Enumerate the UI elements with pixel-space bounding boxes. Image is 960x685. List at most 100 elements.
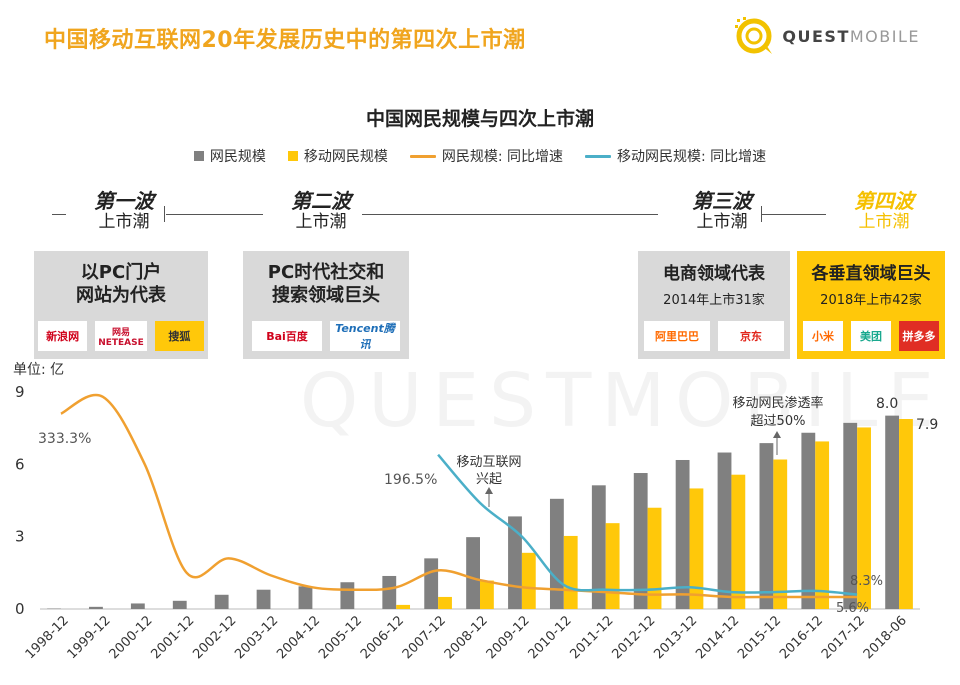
wave-timeline: 第一波 上市潮 第二波 上市潮 第三波 上市潮 第四波 上市潮	[0, 190, 960, 245]
bar-mobile	[438, 596, 452, 609]
wave-2-card: PC时代社交和 搜索领域巨头 Bai百度 Tencent腾讯	[243, 251, 409, 359]
bar-mobile	[857, 427, 871, 609]
bar-internet	[549, 498, 564, 609]
card-title-line: PC时代社交和	[267, 262, 385, 283]
legend-swatch-orange	[409, 154, 436, 158]
pinduoduo-logo: 拼多多	[899, 321, 939, 351]
x-tick-label: 2005-12	[316, 613, 365, 662]
bar-internet	[424, 558, 439, 609]
tencent-logo: Tencent腾讯	[330, 321, 400, 351]
bar-internet	[89, 606, 103, 609]
x-tick-label: 2003-12	[232, 613, 281, 662]
bar-internet	[130, 603, 145, 609]
bar-internet	[885, 415, 900, 609]
bar-internet	[591, 485, 606, 609]
x-tick-label: 2006-12	[358, 613, 407, 662]
bar-internet	[633, 473, 648, 609]
legend-swatch-grey	[193, 151, 204, 161]
data-label-mobile-growth-start: 196.5%	[384, 472, 437, 488]
bar-mobile	[396, 604, 411, 609]
card-title-line: 网站为代表	[76, 285, 166, 307]
annotation-penetration: 移动网民渗透率	[732, 395, 823, 411]
legend-swatch-blue	[585, 154, 611, 158]
x-tick-label: 2007-12	[400, 613, 449, 662]
x-tick-label: 2017-12	[819, 613, 868, 662]
x-tick-label: 2018-06	[861, 613, 910, 662]
legend-item-mobile-growth: 移动网民规模: 同比增速	[585, 146, 766, 166]
bar-mobile	[647, 507, 662, 609]
timeline-line	[166, 214, 263, 215]
card-title-line: 电商领域代表	[663, 264, 765, 284]
x-tick-label: 2009-12	[484, 613, 533, 662]
page-title: 中国移动互联网20年发展历史中的第四次上市潮	[44, 28, 526, 53]
x-tick-label: 2001-12	[148, 613, 197, 662]
legend-swatch-yellow	[287, 151, 298, 161]
data-label-internet-last: 8.0	[876, 396, 898, 412]
legend-label: 网民规模: 同比增速	[441, 149, 563, 165]
wave-4: 第四波 上市潮	[854, 189, 914, 232]
x-tick-label: 2011-12	[568, 613, 617, 662]
bar-internet	[801, 432, 816, 609]
bar-internet	[675, 459, 690, 609]
card-title-line: 搜索领域巨头	[272, 285, 380, 307]
card-subtitle: 2014年上市31家	[663, 293, 765, 309]
card-title-line: 各垂直领域巨头	[811, 264, 931, 284]
y-axis-unit-label: 单位: 亿	[13, 362, 64, 378]
bar-mobile	[815, 441, 830, 609]
wave-1-card: 以PC门户 网站为代表 新浪网 网易 NETEASE 搜狐	[34, 251, 208, 359]
netease-logo: 网易 NETEASE	[95, 321, 147, 351]
timeline-line	[762, 214, 826, 215]
legend-item-mobile: 移动网民规模	[287, 146, 388, 166]
line-internet-growth	[60, 393, 858, 599]
bar-mobile	[563, 535, 578, 609]
y-tick-label: 9	[15, 383, 25, 401]
timeline-tick	[761, 206, 762, 222]
data-label-mobile-growth-end: 8.3%	[850, 574, 883, 589]
questmobile-logo-icon	[735, 17, 773, 54]
x-tick-label: 2016-12	[777, 613, 826, 662]
xiaomi-logo: 小米	[803, 321, 843, 351]
bar-mobile	[731, 474, 746, 609]
bar-internet	[759, 443, 774, 609]
bar-mobile	[899, 419, 913, 609]
legend-item-internet-growth: 网民规模: 同比增速	[409, 146, 563, 166]
y-tick-label: 6	[15, 455, 25, 473]
x-tick-label: 1998-12	[23, 613, 72, 662]
annotation-arrow-head	[773, 431, 781, 438]
jd-logo: 京东	[718, 321, 784, 351]
legend-label: 网民规模	[209, 149, 266, 165]
chart-title: 中国网民规模与四次上市潮	[365, 108, 594, 130]
baidu-logo: Bai百度	[252, 321, 322, 351]
bar-mobile	[773, 459, 788, 609]
brand-name: QUESTMOBILE	[782, 26, 920, 46]
x-tick-label: 2000-12	[107, 613, 156, 662]
x-tick-label: 2002-12	[190, 613, 239, 662]
x-tick-label: 1999-12	[65, 613, 114, 662]
annotation-mobile-rise: 兴起	[476, 472, 502, 487]
timeline-line	[52, 214, 66, 215]
wave-1: 第一波 上市潮	[94, 189, 154, 232]
legend-label: 移动网民规模	[303, 149, 388, 165]
card-title-line: 以PC门户	[80, 262, 162, 283]
x-tick-label: 2004-12	[274, 613, 323, 662]
wave-2: 第二波 上市潮	[291, 189, 351, 232]
brand-logo: QUESTMOBILE	[734, 14, 920, 58]
x-tick-label: 2013-12	[651, 613, 700, 662]
wave-3: 第三波 上市潮	[692, 189, 752, 232]
sina-logo: 新浪网	[38, 321, 88, 351]
bar-internet	[172, 600, 187, 609]
bar-internet	[214, 594, 229, 609]
x-tick-label: 2015-12	[735, 613, 784, 662]
data-label-internet-growth-peak: 333.3%	[38, 431, 91, 447]
bar-internet	[466, 537, 480, 609]
legend: 网民规模 移动网民规模 网民规模: 同比增速 移动网民规模: 同比增速	[0, 146, 960, 166]
x-tick-label: 2008-12	[442, 613, 491, 662]
bar-internet	[717, 452, 732, 609]
wave-3-card: 电商领域代表 2014年上市31家 阿里巴巴 京东	[638, 251, 790, 359]
x-tick-label: 2012-12	[609, 613, 658, 662]
y-tick-label: 3	[15, 528, 25, 546]
x-tick-label: 2010-12	[526, 613, 575, 662]
bar-internet	[256, 589, 271, 609]
annotation-arrow-head	[485, 487, 493, 494]
card-subtitle: 2018年上市42家	[820, 293, 922, 309]
